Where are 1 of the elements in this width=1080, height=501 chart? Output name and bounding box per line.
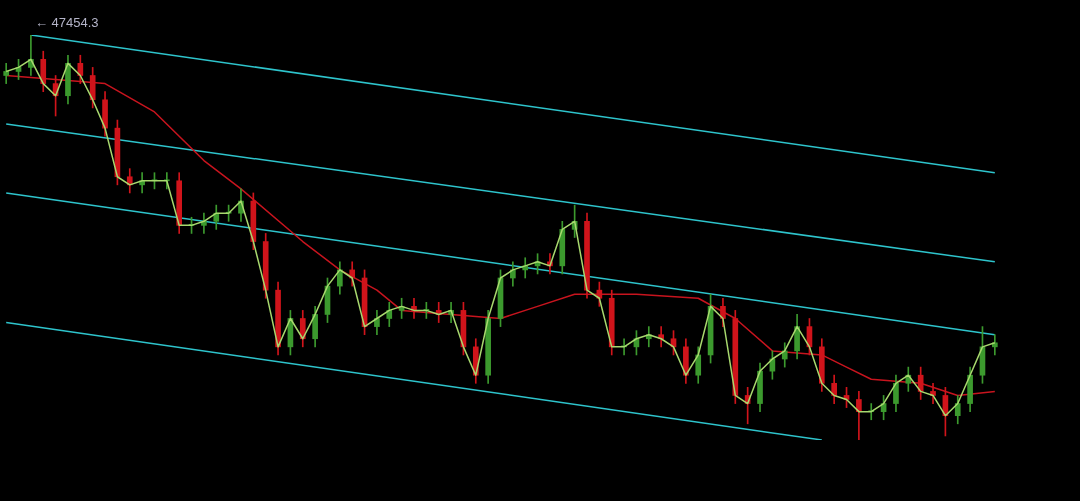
text: ← 47454.3 — [34, 14, 99, 30]
